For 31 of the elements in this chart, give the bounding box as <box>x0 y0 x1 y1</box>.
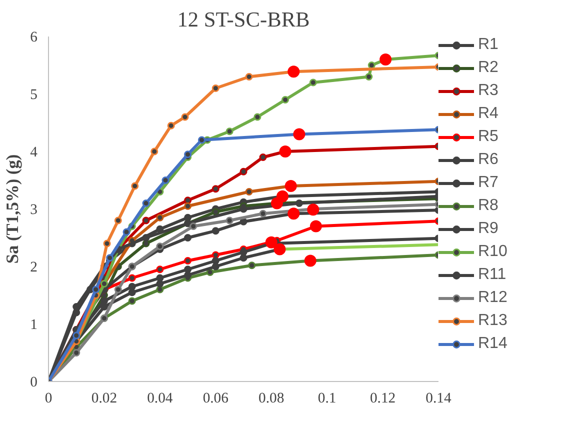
legend-label: R13 <box>478 312 508 330</box>
legend-label: R14 <box>478 335 508 353</box>
legend-label: R1 <box>478 36 500 54</box>
x-tick-label: 0.02 <box>91 390 118 406</box>
y-tick-label: 6 <box>30 30 38 46</box>
x-tick-label: 0.06 <box>202 390 228 406</box>
y-tick-label: 2 <box>30 260 38 276</box>
legend-label: R6 <box>478 151 500 169</box>
y-tick-label: 1 <box>30 317 38 333</box>
legend-label: R12 <box>478 289 508 307</box>
legend-label: R10 <box>478 243 508 261</box>
legend-label: R4 <box>478 105 500 123</box>
legend-label: R2 <box>478 59 500 77</box>
y-tick-label: 5 <box>30 87 38 103</box>
legend-label: R7 <box>478 174 500 192</box>
x-tick-label: 0.12 <box>370 390 396 406</box>
y-tick-label: 0 <box>30 374 38 390</box>
y-axis-title: Sa (T1,5%) (g) <box>3 154 22 264</box>
y-tick-label: 3 <box>30 202 38 218</box>
x-tick-label: 0.04 <box>147 390 174 406</box>
legend-label: R11 <box>478 266 508 284</box>
x-tick-label: 0.08 <box>258 390 284 406</box>
x-tick-label: 0 <box>44 390 52 406</box>
y-tick-label: 4 <box>30 144 38 160</box>
x-tick-label: 0.14 <box>426 390 452 406</box>
x-tick-label: 0.1 <box>318 390 336 406</box>
legend-label: R5 <box>478 128 500 146</box>
legend-label: R8 <box>478 197 500 215</box>
legend-label: R3 <box>478 82 500 100</box>
legend-label: R9 <box>478 220 500 238</box>
chart-title: 12 ST-SC-BRB <box>177 8 310 32</box>
